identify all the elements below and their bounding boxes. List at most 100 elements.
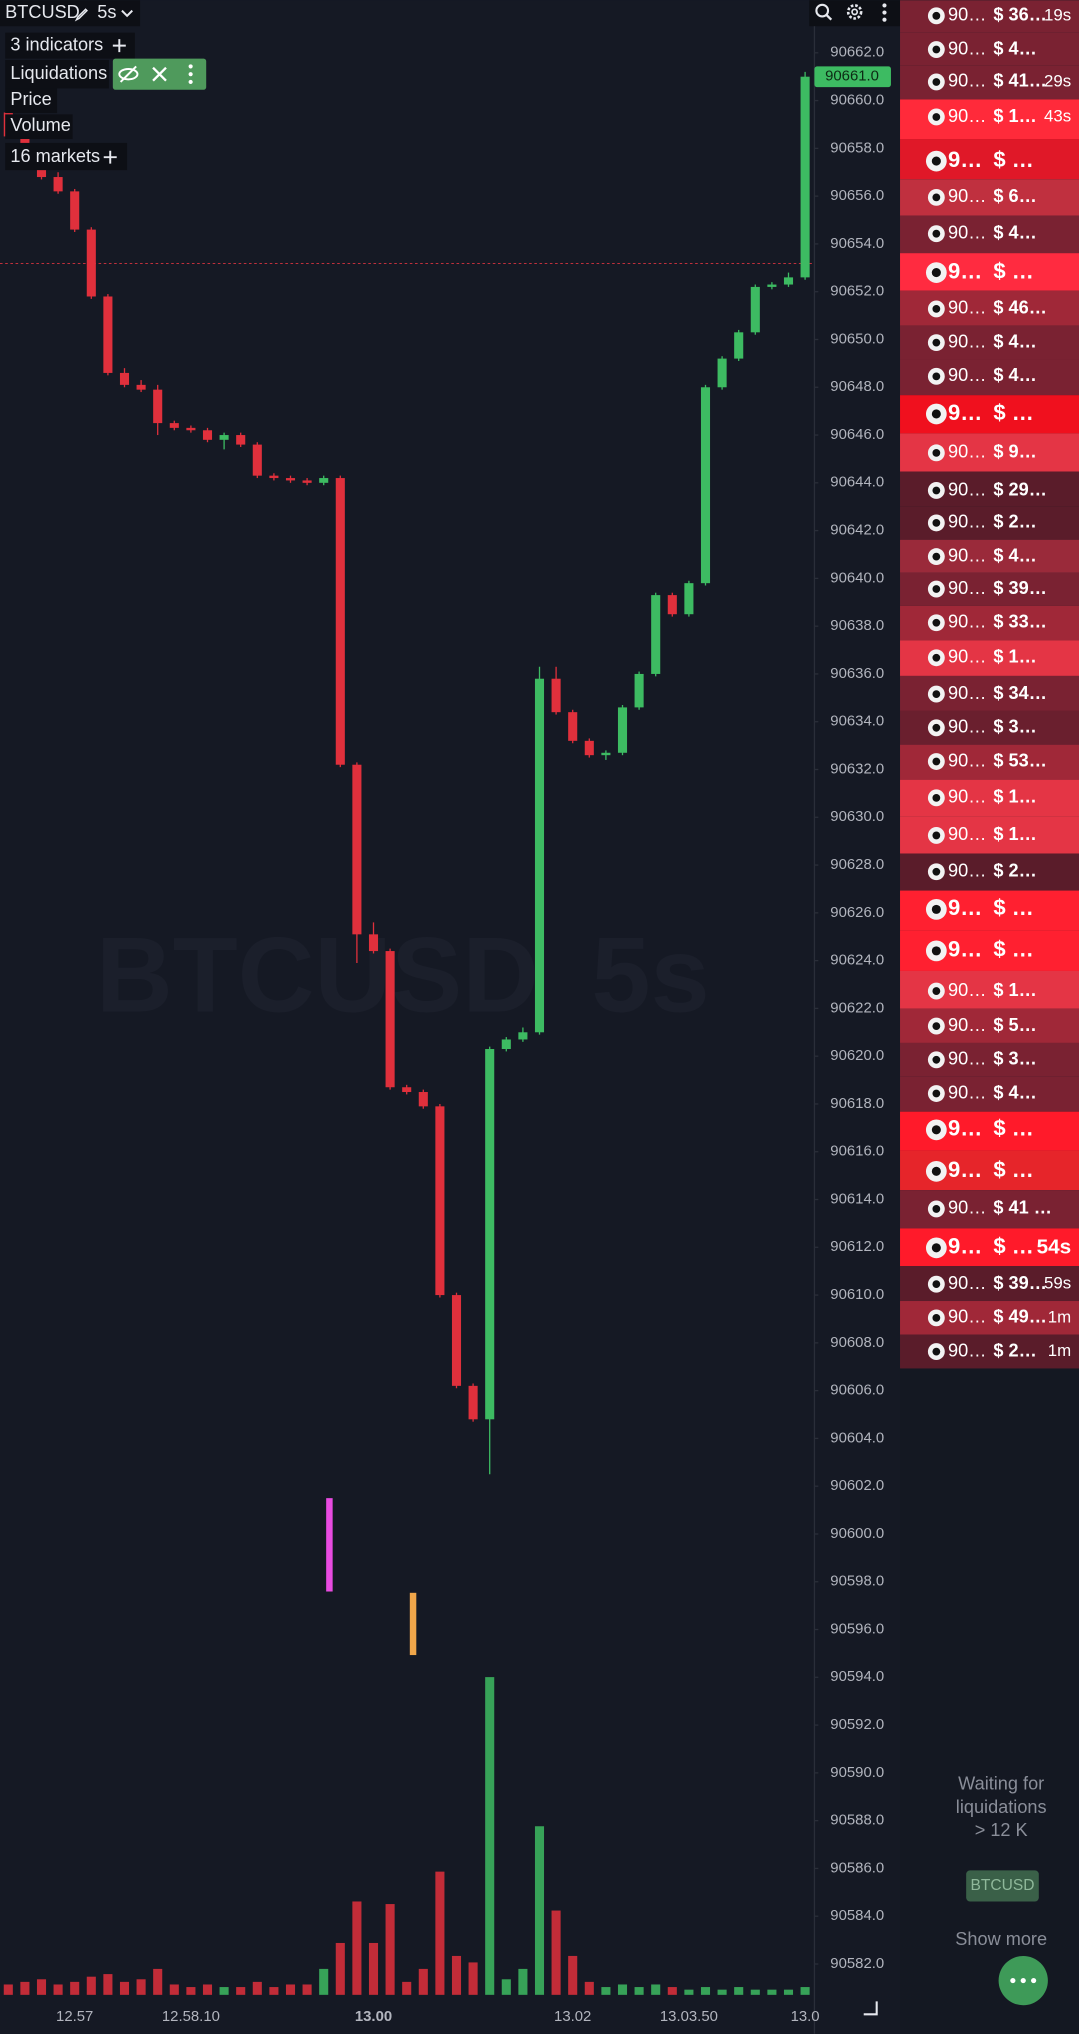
indicators-count[interactable]: 3 indicators <box>10 34 103 54</box>
row-bg <box>900 779 1079 817</box>
volume-bar <box>285 1984 296 1995</box>
liquidation-row: 90… $ 4… <box>900 359 1079 396</box>
volume-bar <box>20 1981 30 1995</box>
liq-amount: $ 2… <box>993 1340 1036 1360</box>
exchange-icon-inner <box>932 585 941 593</box>
liquidation-row: 9… $ … <box>900 1150 1079 1191</box>
add-icon[interactable] <box>103 150 117 164</box>
y-tick-label: 90598.0 <box>830 1574 884 1590</box>
liq-amount: $ 1… <box>993 980 1036 1000</box>
more-icon[interactable] <box>188 64 193 85</box>
y-tick-label: 90592.0 <box>830 1717 884 1733</box>
candle-body <box>435 1106 445 1296</box>
candle-body <box>783 277 794 285</box>
y-tick-label: 90662.0 <box>830 45 884 61</box>
y-tick-label: 90588.0 <box>830 1813 884 1829</box>
hide-icon[interactable] <box>118 65 139 83</box>
candle-body <box>717 358 727 388</box>
liq-price: 90… <box>948 647 986 667</box>
add-icon[interactable] <box>112 39 126 53</box>
liq-price: 90… <box>948 71 986 91</box>
candle-body <box>335 478 345 765</box>
remove-icon[interactable] <box>152 66 167 82</box>
legend-volume[interactable]: Volume <box>10 115 71 135</box>
candle-body <box>252 444 262 476</box>
volume-bar <box>385 1904 395 1995</box>
waiting-text: liquidations <box>956 1797 1047 1817</box>
volume-bar <box>352 1901 362 1995</box>
markets-count[interactable]: 16 markets <box>10 146 100 166</box>
x-tick-label: 12.57 <box>56 2009 93 2025</box>
liq-amount: $ 36… <box>993 5 1046 25</box>
symbol[interactable]: BTCUSD <box>5 2 80 22</box>
liq-price: 90… <box>948 717 986 737</box>
y-tick-label: 90586.0 <box>830 1860 884 1876</box>
row-bg <box>900 853 1079 891</box>
y-tick-label: 90648.0 <box>830 379 884 395</box>
liquidation-row: 90… $ 39… <box>900 572 1079 606</box>
row-bg <box>900 1008 1079 1043</box>
interval[interactable]: 5s <box>97 2 116 22</box>
liq-amount: $ 53… <box>993 750 1046 770</box>
y-tick-label: 90614.0 <box>830 1191 884 1207</box>
volume-bar <box>418 1968 428 1995</box>
liq-amount: $ 33… <box>993 612 1046 632</box>
liq-time: 29s <box>1044 71 1071 90</box>
y-tick-label: 90632.0 <box>830 761 884 777</box>
liq-amount: $ 1… <box>993 787 1036 807</box>
liq-amount: $ 1… <box>993 106 1036 126</box>
candle-body <box>236 435 246 445</box>
y-tick-label: 90622.0 <box>830 1000 884 1016</box>
candle-body <box>402 1087 412 1093</box>
candle-body <box>186 427 196 431</box>
edit-icon[interactable] <box>74 8 88 22</box>
legend-price[interactable]: Price <box>10 89 51 109</box>
liq-price: 9… <box>948 895 982 920</box>
market-badge[interactable] <box>966 1870 1039 1902</box>
liquidation-row: 90… $ 1… <box>900 640 1079 676</box>
fab-button[interactable] <box>998 1955 1048 2006</box>
liq-price: 90… <box>948 683 986 703</box>
volume-bar <box>518 1968 528 1995</box>
row-bg <box>900 1190 1079 1229</box>
legend-liquidations[interactable]: Liquidations <box>10 63 107 83</box>
liq-price: 90… <box>948 1015 986 1035</box>
settings-icon[interactable] <box>846 4 863 20</box>
corner-icon[interactable] <box>863 2001 878 2016</box>
liq-price: 9… <box>948 1234 982 1259</box>
market-badge-text[interactable]: BTCUSD <box>971 1877 1035 1894</box>
symbol-box[interactable] <box>0 0 141 27</box>
candle-body <box>269 475 279 479</box>
exchange-icon-inner <box>932 113 941 121</box>
exchange-icon-inner <box>932 448 941 457</box>
candle-body <box>601 752 611 756</box>
price-axis-bg <box>814 0 901 2034</box>
volume-bar <box>700 1987 711 1995</box>
candle-body <box>534 678 545 1033</box>
show-more[interactable]: Show more <box>955 1929 1047 1949</box>
exchange-icon-inner <box>931 156 941 166</box>
exchange-icon-inner <box>932 831 941 840</box>
row-bg <box>900 640 1079 676</box>
volume-bar <box>103 1974 113 1995</box>
volume-bar <box>119 1981 130 1995</box>
liq-amount: $ 39… <box>993 1273 1046 1293</box>
y-tick-label: 90634.0 <box>830 714 884 730</box>
row-bg <box>900 605 1079 641</box>
exchange-icon-inner <box>932 1205 941 1213</box>
volume-bar <box>435 1871 445 1995</box>
liq-price: 90… <box>948 479 986 499</box>
chevron[interactable] <box>121 9 133 18</box>
liq-amount: $ 34… <box>993 683 1046 703</box>
marker <box>326 1498 333 1592</box>
search-icon[interactable] <box>815 3 833 21</box>
volume-bar <box>601 1987 611 1995</box>
liquidation-row: 9… $ … <box>900 139 1079 180</box>
candle-body <box>153 389 163 424</box>
exchange-icon-inner <box>932 1313 941 1322</box>
volume-bar <box>53 1984 63 1995</box>
candle-body <box>219 435 229 440</box>
liq-price: 9… <box>948 937 982 962</box>
menu-icon[interactable] <box>882 3 887 22</box>
